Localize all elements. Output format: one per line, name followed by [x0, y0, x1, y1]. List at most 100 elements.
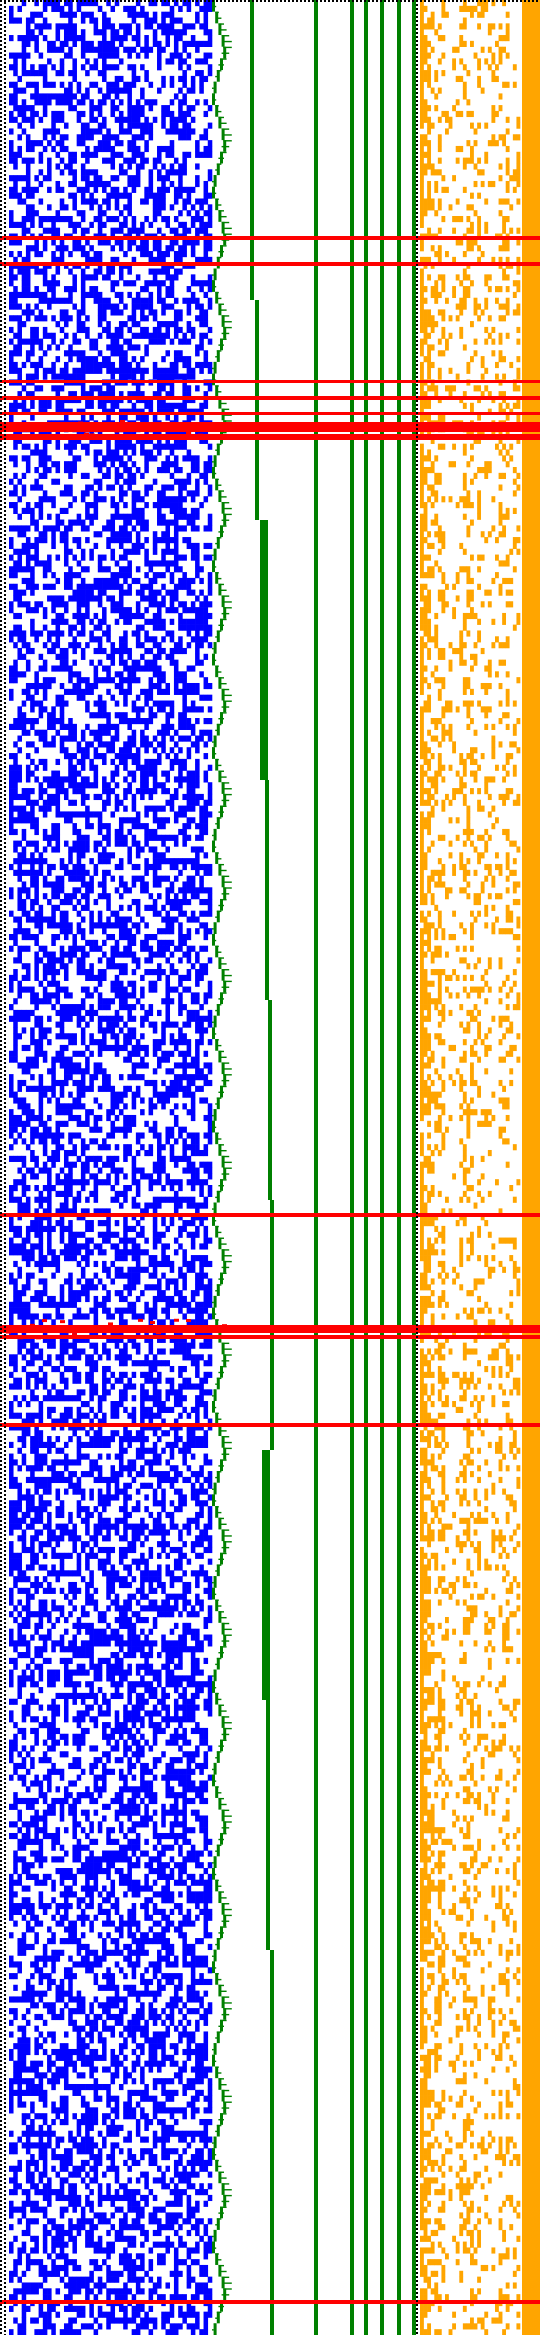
blue-cell: [30, 110, 35, 118]
blue-cell: [157, 507, 162, 514]
blue-cell: [203, 770, 209, 777]
blue-cell: [72, 29, 77, 36]
blue-cell: [72, 1179, 77, 1186]
blue-cell: [199, 221, 204, 228]
blue-cell: [42, 682, 48, 690]
blue-cell: [190, 688, 196, 695]
blue-cell: [9, 665, 14, 672]
blue-cell: [9, 636, 14, 643]
blue-cell: [97, 969, 103, 976]
blue-cell: [127, 484, 132, 491]
blue-cell: [76, 863, 82, 871]
blue-cell: [123, 478, 128, 485]
blue-cell: [72, 659, 77, 666]
blue-cell: [140, 653, 145, 660]
blue-cell: [127, 992, 132, 999]
blue-cell: [148, 105, 154, 112]
blue-cell: [203, 624, 209, 631]
blue-cell: [157, 1155, 162, 1162]
blue-cell: [97, 636, 103, 643]
blue-cell: [152, 332, 158, 339]
blue-cell: [34, 636, 39, 643]
blue-cell: [110, 192, 116, 199]
blue-cell: [157, 688, 162, 695]
blue-cell: [9, 1056, 14, 1063]
blue-cell: [186, 105, 192, 112]
blue-cell: [72, 180, 77, 188]
blue-cell: [186, 747, 192, 754]
blue-cell: [114, 303, 120, 310]
blue-cell: [93, 502, 99, 509]
blue-cell: [173, 863, 179, 871]
blue-cell: [161, 198, 166, 205]
blue-cell: [152, 1179, 158, 1186]
blue-cell: [186, 618, 192, 625]
blue-cell: [34, 1021, 39, 1028]
blue-cell: [13, 1138, 18, 1145]
blue-cell: [80, 1015, 86, 1022]
blue-cell: [173, 309, 179, 316]
blue-cell: [157, 245, 162, 252]
blue-cell: [165, 928, 171, 935]
blue-cell: [68, 869, 73, 876]
blue-cell: [55, 595, 61, 602]
blue-cell: [38, 198, 44, 205]
blue-cell: [80, 653, 86, 660]
blue-cell: [207, 490, 213, 497]
blue-cell: [190, 624, 196, 631]
blue-cell: [110, 151, 116, 158]
blue-cell: [207, 793, 213, 801]
blue-cell: [85, 145, 90, 153]
blue-cell: [93, 58, 99, 65]
blue-cell: [110, 134, 116, 141]
blue-cell: [207, 799, 213, 806]
blue-cell: [178, 1004, 183, 1011]
blue-cell: [97, 729, 103, 736]
blue-cell: [21, 484, 27, 491]
blue-cell: [173, 239, 179, 246]
blue-cell: [169, 443, 175, 450]
blue-cell: [165, 712, 171, 719]
blue-cell: [152, 659, 158, 666]
blue-cell: [59, 367, 65, 374]
blue-cell: [63, 93, 69, 100]
blue-cell: [182, 70, 187, 77]
blue-cell: [165, 151, 171, 158]
blue-cell: [102, 665, 107, 672]
blue-cell: [152, 1126, 158, 1133]
blue-cell: [127, 192, 132, 199]
blue-cell: [47, 712, 52, 719]
blue-cell: [199, 898, 204, 906]
blue-cell: [89, 712, 94, 719]
blue-cell: [182, 507, 187, 514]
blue-cell: [157, 852, 162, 859]
blue-cell: [55, 467, 61, 474]
blue-cell: [17, 391, 22, 398]
blue-cell: [80, 1033, 86, 1040]
blue-cell: [34, 268, 39, 275]
blue-cell: [72, 35, 77, 42]
blue-cell: [161, 396, 166, 404]
blue-cell: [93, 863, 99, 871]
blue-cell: [80, 677, 86, 684]
blue-cell: [89, 391, 94, 398]
blue-cell: [30, 1109, 35, 1116]
blue-cell: [30, 817, 35, 824]
blue-cell: [63, 601, 69, 608]
blue-cell: [85, 239, 90, 246]
blue-cell: [30, 35, 35, 42]
blue-cell: [63, 577, 69, 585]
blue-cell: [72, 776, 77, 783]
blue-cell: [165, 992, 171, 999]
blue-cell: [55, 1144, 61, 1151]
blue-cell: [72, 1004, 77, 1011]
blue-cell: [102, 554, 107, 561]
blue-cell: [123, 554, 128, 561]
blue-cell: [76, 583, 82, 590]
blue-cell: [173, 969, 179, 976]
blue-cell: [203, 1027, 209, 1034]
blue-cell: [186, 472, 192, 479]
blue-cell: [89, 502, 94, 509]
blue-cell: [140, 612, 145, 620]
blue-cell: [42, 1144, 48, 1151]
